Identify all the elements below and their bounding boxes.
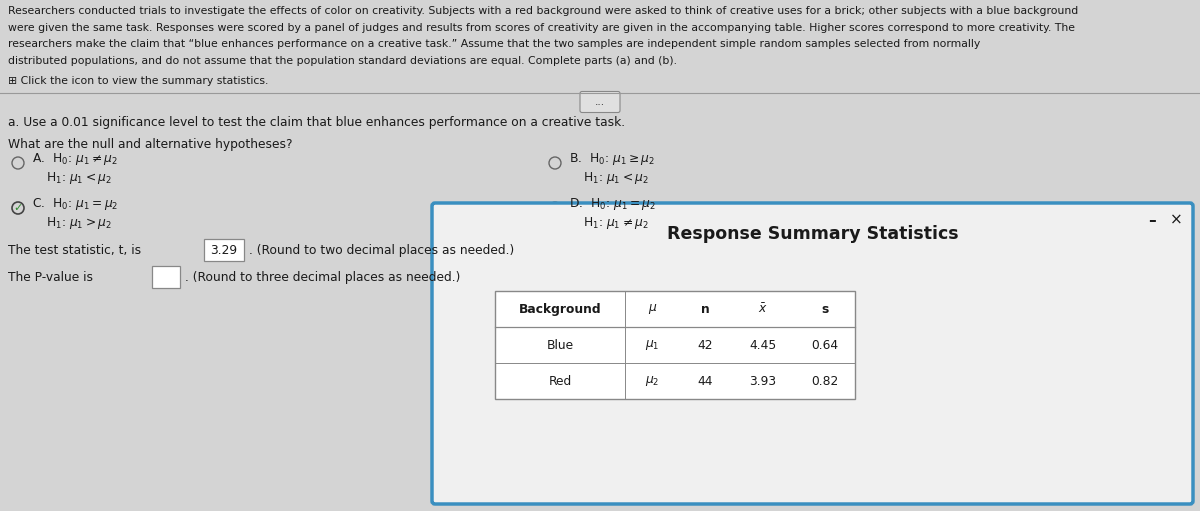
Text: 42: 42 [697, 338, 713, 352]
Text: Background: Background [518, 303, 601, 315]
Text: n: n [701, 303, 709, 315]
Text: Red: Red [548, 375, 571, 387]
Text: . (Round to three decimal places as needed.): . (Round to three decimal places as need… [185, 270, 461, 284]
Text: Blue: Blue [546, 338, 574, 352]
Text: researchers make the claim that “blue enhances performance on a creative task.” : researchers make the claim that “blue en… [8, 39, 980, 49]
Text: –: – [1148, 213, 1156, 227]
Text: 0.82: 0.82 [811, 375, 839, 387]
Text: $\mu$: $\mu$ [648, 302, 658, 316]
Text: The P-value is: The P-value is [8, 270, 97, 284]
Text: A.  H$_0$: $\mu_1 \neq \mu_2$: A. H$_0$: $\mu_1 \neq \mu_2$ [32, 151, 118, 167]
Text: $\mu_2$: $\mu_2$ [646, 374, 660, 388]
Text: were given the same task. Responses were scored by a panel of judges and results: were given the same task. Responses were… [8, 22, 1075, 33]
Text: $\bar{x}$: $\bar{x}$ [757, 303, 767, 316]
Text: 44: 44 [697, 375, 713, 387]
Text: 3.93: 3.93 [749, 375, 776, 387]
Text: Researchers conducted trials to investigate the effects of color on creativity. : Researchers conducted trials to investig… [8, 6, 1079, 16]
Text: s: s [821, 303, 829, 315]
Text: H$_1$: $\mu_1 < \mu_2$: H$_1$: $\mu_1 < \mu_2$ [46, 170, 112, 186]
Text: ✓: ✓ [13, 203, 23, 213]
Text: H$_1$: $\mu_1 \neq \mu_2$: H$_1$: $\mu_1 \neq \mu_2$ [583, 215, 649, 231]
Text: The test statistic, t, is: The test statistic, t, is [8, 244, 145, 257]
Text: ⊞ Click the icon to view the summary statistics.: ⊞ Click the icon to view the summary sta… [8, 76, 269, 86]
Text: 4.45: 4.45 [749, 338, 776, 352]
Text: ×: × [1170, 213, 1182, 227]
FancyBboxPatch shape [204, 239, 244, 261]
FancyBboxPatch shape [432, 203, 1193, 504]
FancyBboxPatch shape [496, 291, 854, 399]
Text: Response Summary Statistics: Response Summary Statistics [667, 225, 959, 243]
FancyBboxPatch shape [580, 91, 620, 112]
Text: $\mu_1$: $\mu_1$ [646, 338, 660, 352]
Text: 3.29: 3.29 [210, 244, 238, 257]
Text: C.  H$_0$: $\mu_1 = \mu_2$: C. H$_0$: $\mu_1 = \mu_2$ [32, 196, 119, 212]
Text: D.  H$_0$: $\mu_1 = \mu_2$: D. H$_0$: $\mu_1 = \mu_2$ [569, 196, 656, 212]
Text: What are the null and alternative hypotheses?: What are the null and alternative hypoth… [8, 138, 293, 151]
Text: ...: ... [595, 97, 605, 107]
Text: a. Use a 0.01 significance level to test the claim that blue enhances performanc: a. Use a 0.01 significance level to test… [8, 116, 625, 129]
Text: H$_1$: $\mu_1 > \mu_2$: H$_1$: $\mu_1 > \mu_2$ [46, 215, 112, 231]
Text: distributed populations, and do not assume that the population standard deviatio: distributed populations, and do not assu… [8, 56, 677, 65]
Text: B.  H$_0$: $\mu_1 \geq \mu_2$: B. H$_0$: $\mu_1 \geq \mu_2$ [569, 151, 655, 167]
FancyBboxPatch shape [152, 266, 180, 288]
Text: H$_1$: $\mu_1 < \mu_2$: H$_1$: $\mu_1 < \mu_2$ [583, 170, 649, 186]
Text: 0.64: 0.64 [811, 338, 839, 352]
Text: . (Round to two decimal places as needed.): . (Round to two decimal places as needed… [250, 244, 515, 257]
